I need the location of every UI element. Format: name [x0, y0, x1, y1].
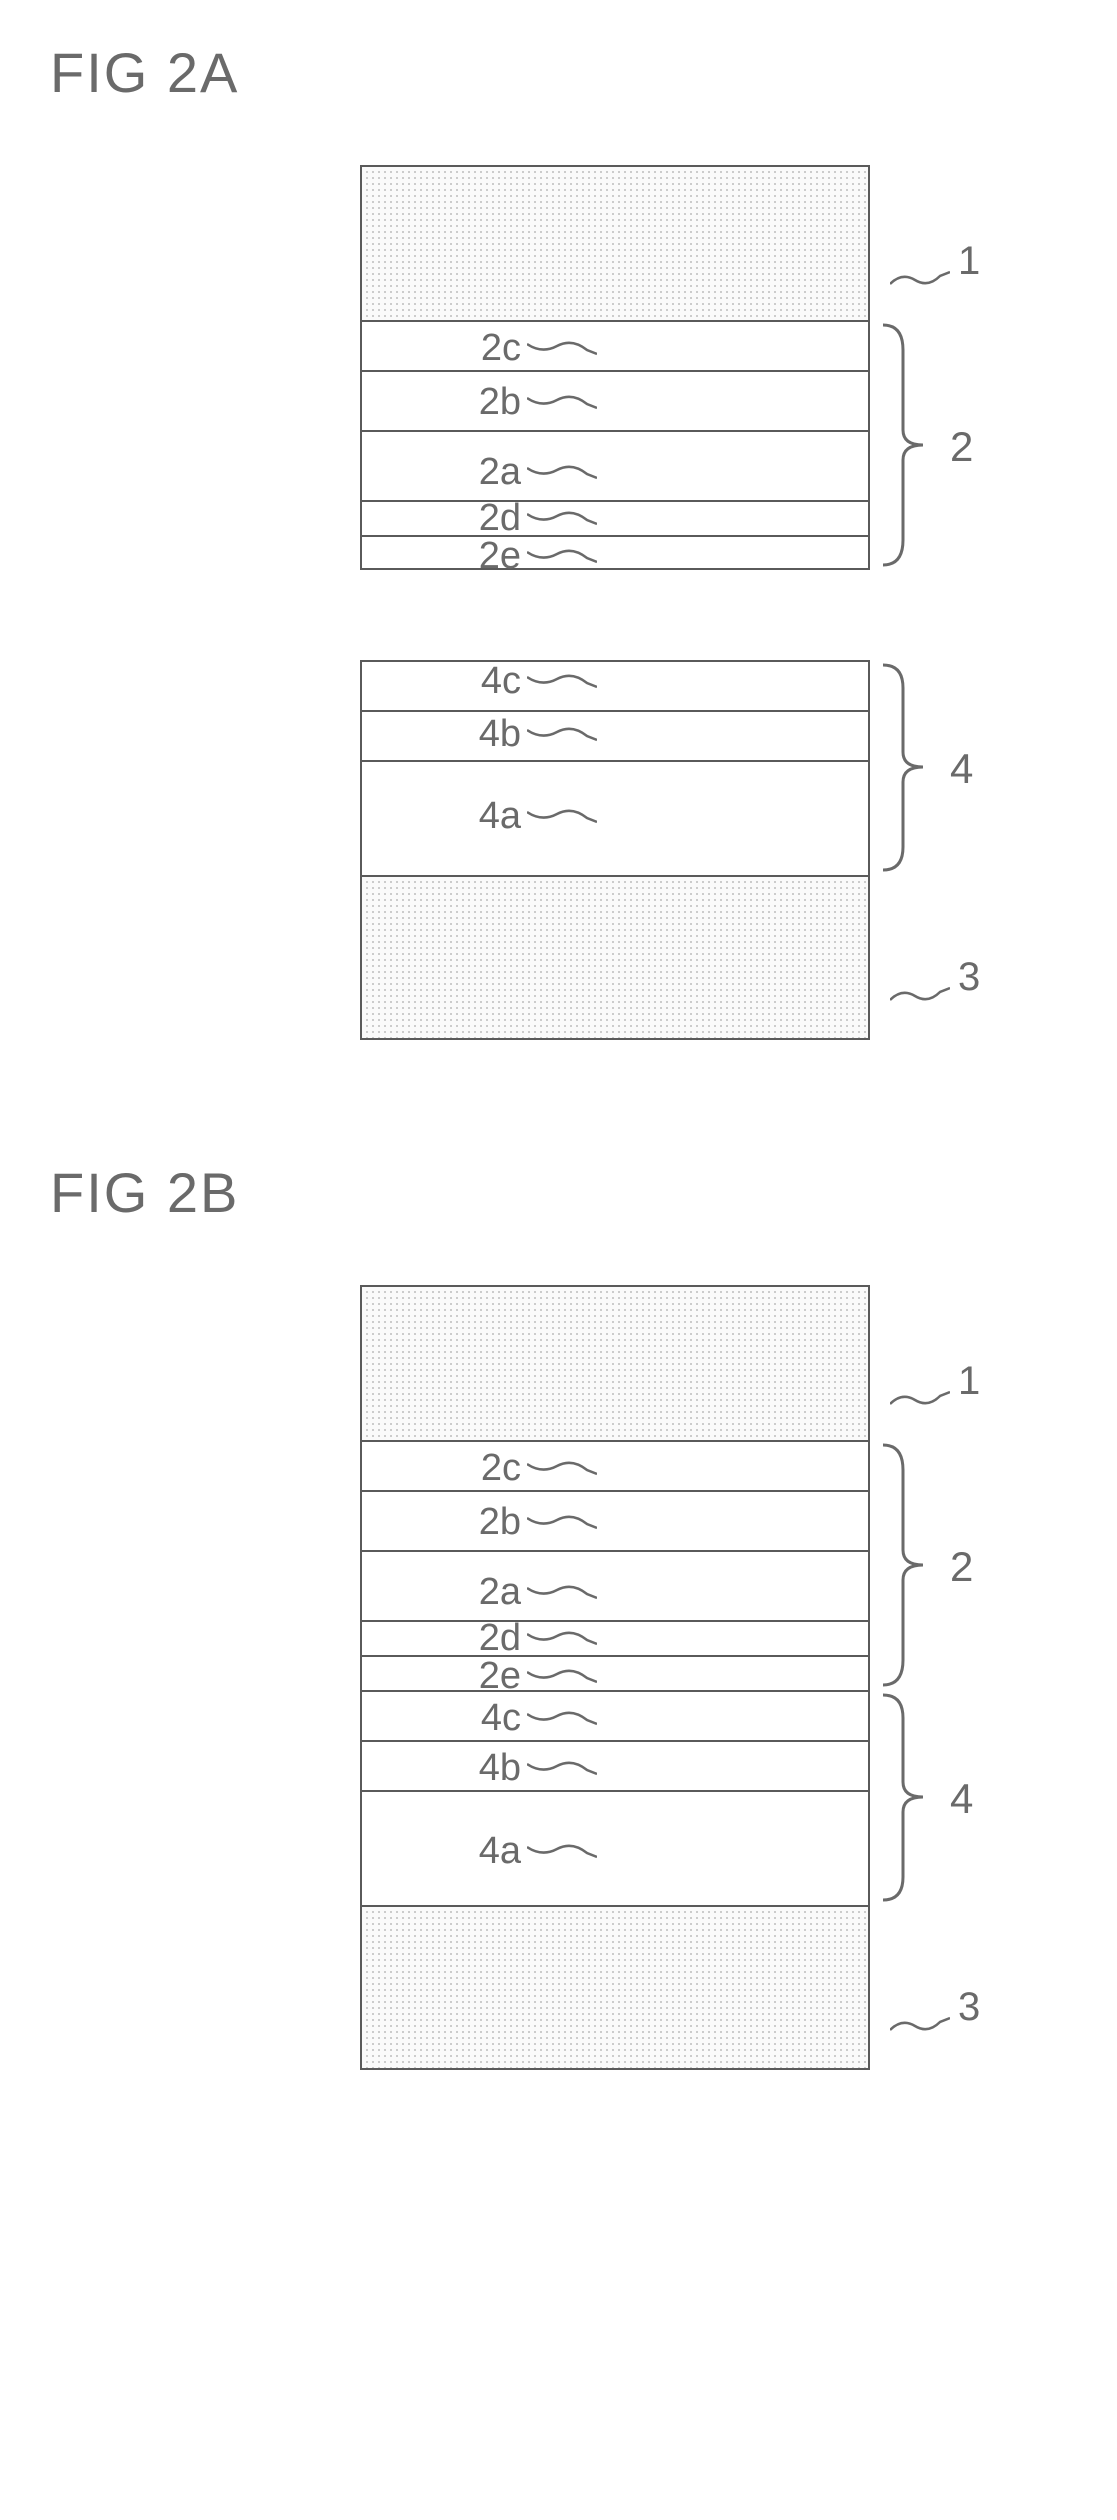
leader-icon: [527, 1514, 597, 1532]
leader-icon: [527, 1760, 597, 1778]
label-4c-text-b: 4c: [481, 1697, 521, 1740]
label-2d-text-b: 2d: [479, 1617, 521, 1660]
leader-icon: [527, 1460, 597, 1478]
label-3-text-b: 3: [958, 1985, 980, 2030]
label-4b-text-b: 4b: [479, 1747, 521, 1790]
brace-2-label: 2: [950, 423, 973, 471]
label-2d-b: 2d: [479, 1617, 597, 1660]
label-2c: 2c: [481, 327, 597, 370]
label-2b-b: 2b: [479, 1501, 597, 1544]
leader-icon: [527, 1668, 597, 1686]
label-4c-b: 4c: [481, 1697, 597, 1740]
stack-gap: [360, 570, 1117, 660]
layer-1: [360, 165, 870, 320]
label-4b-b: 4b: [479, 1747, 597, 1790]
label-2a-b: 2a: [479, 1571, 597, 1614]
brace-4-label: 4: [950, 745, 973, 793]
layer-4b: [360, 710, 870, 760]
label-2d-text: 2d: [479, 497, 521, 540]
leader-icon: [890, 1999, 950, 2017]
leader-icon: [527, 1584, 597, 1602]
layer-2e-b: [360, 1655, 870, 1690]
label-3-b: 3: [890, 1985, 980, 2030]
figure-2a-title: FIG 2A: [50, 40, 1117, 105]
layer-4c: [360, 660, 870, 710]
leader-icon: [527, 548, 597, 566]
leader-icon: [890, 253, 950, 271]
leader-icon: [527, 1843, 597, 1861]
label-1-text-b: 1: [958, 1359, 980, 1404]
label-1: 1: [890, 239, 980, 284]
label-2a-text-b: 2a: [479, 1571, 521, 1614]
leader-icon: [890, 969, 950, 987]
brace-2: [878, 320, 938, 570]
brace-4: [878, 660, 938, 875]
figure-2b: 2c 2b 2a 2d 2e 4c 4b: [360, 1285, 1117, 2070]
brace-4-label-b: 4: [950, 1775, 973, 1823]
layer-3-b: [360, 1905, 870, 2070]
label-2e-b: 2e: [479, 1655, 597, 1698]
leader-icon: [890, 1373, 950, 1391]
fig2b-stack: [360, 1285, 870, 2070]
label-3-text: 3: [958, 955, 980, 1000]
label-2e-text-b: 2e: [479, 1655, 521, 1698]
leader-icon: [527, 808, 597, 826]
layer-4a: [360, 760, 870, 875]
label-2c-text-b: 2c: [481, 1447, 521, 1490]
leader-icon: [527, 464, 597, 482]
label-3: 3: [890, 955, 980, 1000]
figure-2a: 2c 2b 2a 2d 2e 1: [360, 165, 1117, 1040]
label-4a: 4a: [479, 795, 597, 838]
brace-2-label-b: 2: [950, 1543, 973, 1591]
label-2c-text: 2c: [481, 327, 521, 370]
label-2b: 2b: [479, 381, 597, 424]
brace-2-b: [878, 1440, 938, 1690]
label-1-b: 1: [890, 1359, 980, 1404]
layer-4c-b: [360, 1690, 870, 1740]
leader-icon: [527, 673, 597, 691]
layer-2c-b: [360, 1440, 870, 1490]
layer-1-b: [360, 1285, 870, 1440]
layer-2a: [360, 430, 870, 500]
layer-4b-b: [360, 1740, 870, 1790]
layer-4a-b: [360, 1790, 870, 1905]
label-2b-text: 2b: [479, 381, 521, 424]
fig2a-lower-stack: [360, 660, 870, 1040]
leader-icon: [527, 510, 597, 528]
label-2a: 2a: [479, 451, 597, 494]
label-4a-text: 4a: [479, 795, 521, 838]
label-2a-text: 2a: [479, 451, 521, 494]
layer-2b: [360, 370, 870, 430]
label-2b-text-b: 2b: [479, 1501, 521, 1544]
label-2e-text: 2e: [479, 535, 521, 578]
label-2e: 2e: [479, 535, 597, 578]
label-2c-b: 2c: [481, 1447, 597, 1490]
label-2d: 2d: [479, 497, 597, 540]
layer-2a-b: [360, 1550, 870, 1620]
leader-icon: [527, 394, 597, 412]
label-4c: 4c: [481, 660, 597, 703]
leader-icon: [527, 340, 597, 358]
layer-2d: [360, 500, 870, 535]
leader-icon: [527, 1630, 597, 1648]
label-4a-b: 4a: [479, 1830, 597, 1873]
layer-3: [360, 875, 870, 1040]
brace-4-b: [878, 1690, 938, 1905]
leader-icon: [527, 726, 597, 744]
leader-icon: [527, 1710, 597, 1728]
label-4b: 4b: [479, 713, 597, 756]
figure-2b-title: FIG 2B: [50, 1160, 1117, 1225]
label-4c-text: 4c: [481, 660, 521, 703]
layer-2b-b: [360, 1490, 870, 1550]
label-4b-text: 4b: [479, 713, 521, 756]
layer-2e: [360, 535, 870, 570]
label-1-text: 1: [958, 239, 980, 284]
label-4a-text-b: 4a: [479, 1830, 521, 1873]
fig2a-upper-stack: [360, 165, 870, 570]
layer-2c: [360, 320, 870, 370]
layer-2d-b: [360, 1620, 870, 1655]
